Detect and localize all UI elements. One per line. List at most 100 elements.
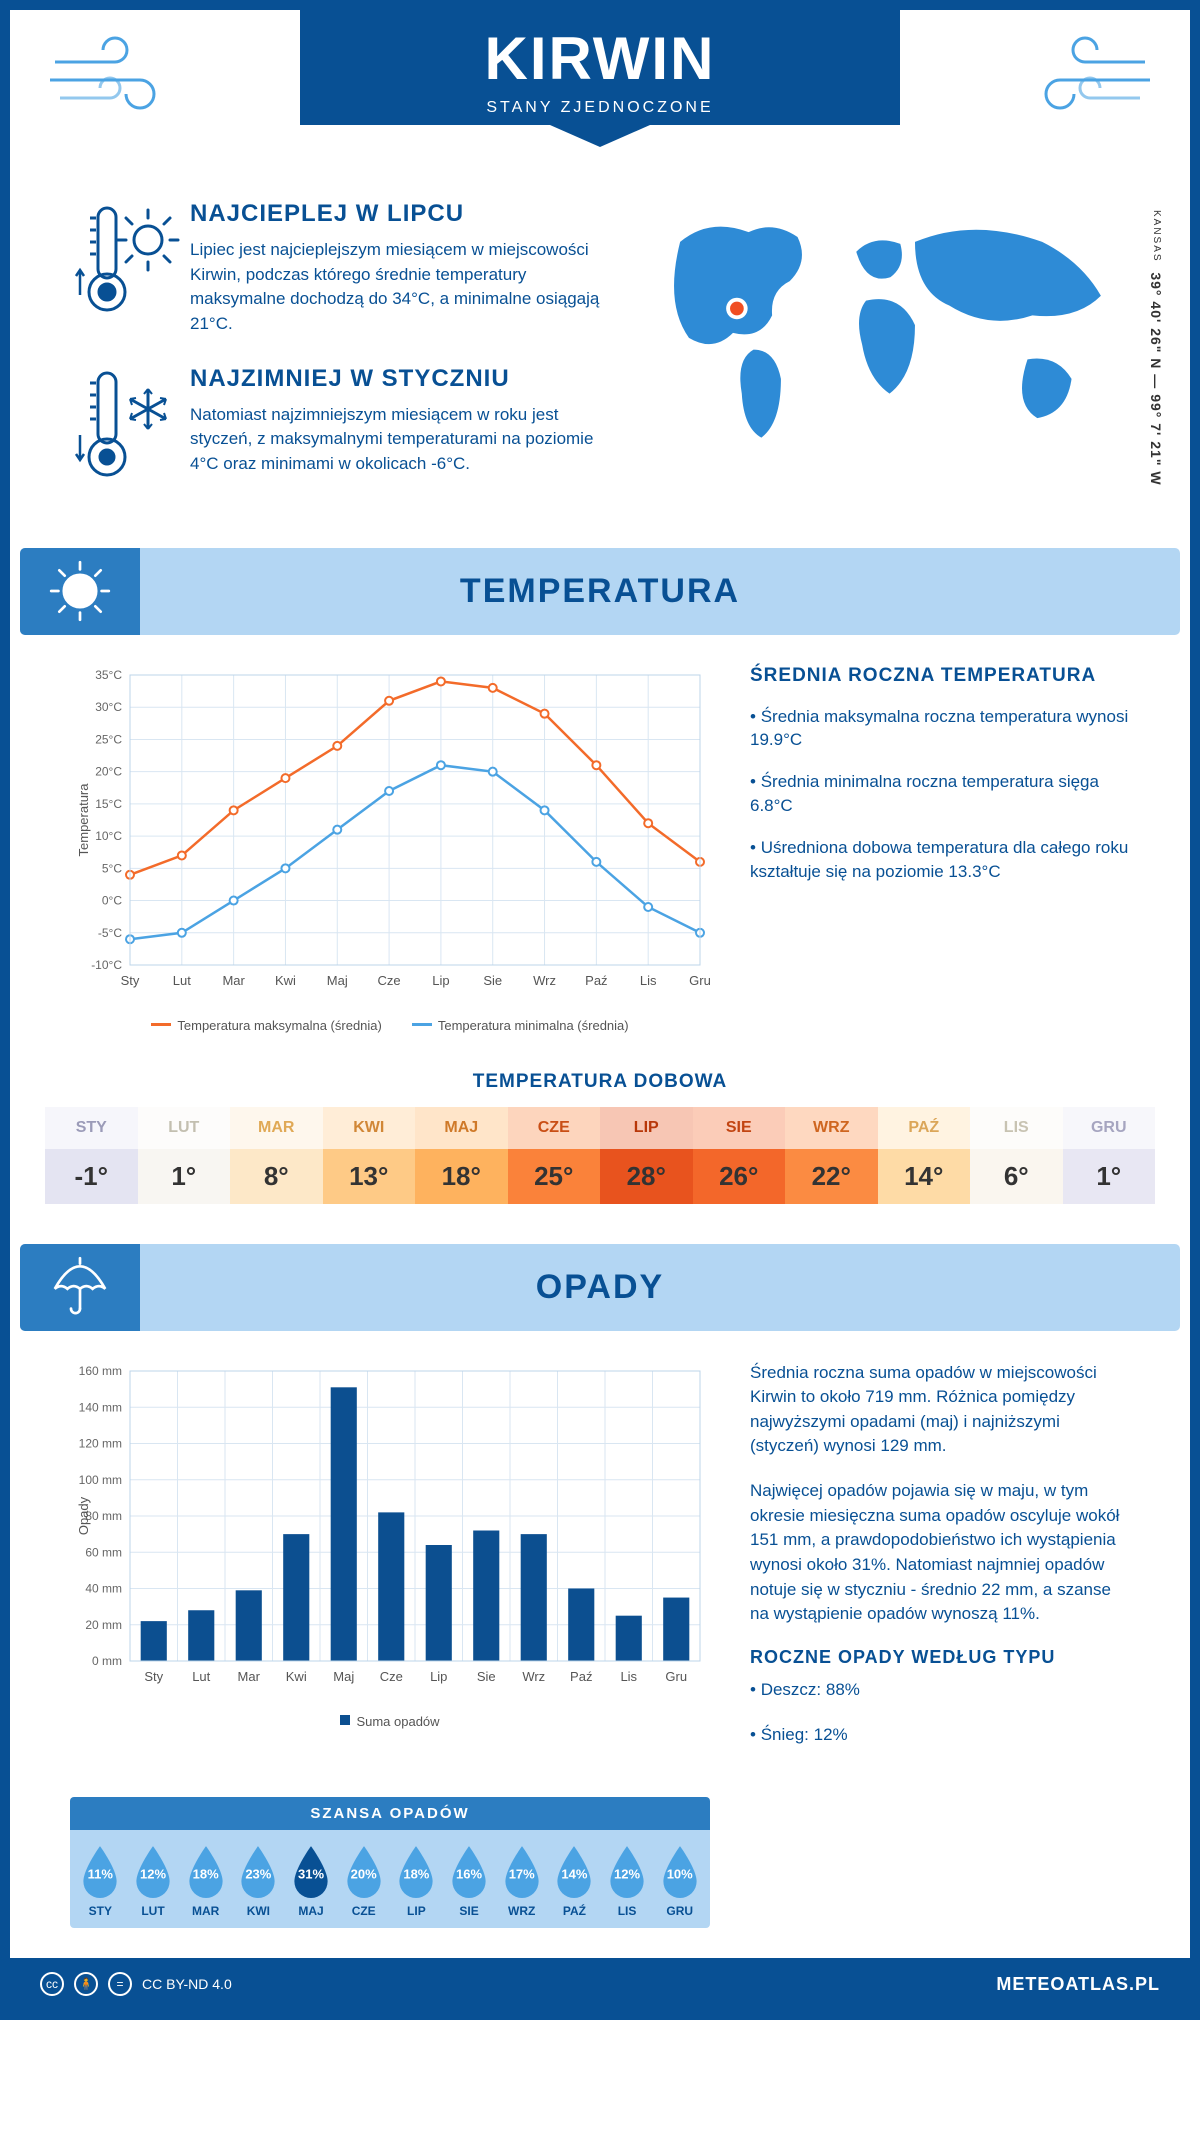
svg-text:Kwi: Kwi [286,1669,307,1684]
page: KIRWIN STANY ZJEDNOCZONE NAJCIEPLEJ W LI… [0,0,1200,2020]
daily-temp-title: TEMPERATURA DOBOWA [10,1071,1190,1093]
coldest-text: Natomiast najzimniejszym miesiącem w rok… [190,403,611,477]
brand: METEOATLAS.PL [996,1974,1160,1995]
raindrop-icon: 12% [606,1844,648,1898]
chance-cell: 10% GRU [653,1840,706,1918]
license: cc 🧍 = CC BY-ND 4.0 [40,1972,232,1996]
chance-cell: 31% MAJ [285,1840,338,1918]
svg-text:Lut: Lut [173,973,191,988]
chance-cell: 20% CZE [337,1840,390,1918]
heat-cell: MAJ 18° [415,1107,508,1204]
svg-text:Lip: Lip [430,1669,447,1684]
svg-text:120 mm: 120 mm [79,1436,122,1450]
title-ribbon: KIRWIN STANY ZJEDNOCZONE [300,10,900,125]
chance-cell: 14% PAŹ [548,1840,601,1918]
heat-cell: WRZ 22° [785,1107,878,1204]
hottest-text: Lipiec jest najcieplejszym miesiącem w m… [190,238,611,337]
coordinates: KANSAS 39° 40' 26" N — 99° 7' 21" W [1148,210,1164,486]
heat-cell: LUT 1° [138,1107,231,1204]
svg-text:-10°C: -10°C [91,958,122,972]
coldest-block: NAJZIMNIEJ W STYCZNIU Natomiast najzimni… [70,365,611,490]
raindrop-icon: 14% [553,1844,595,1898]
chance-cell: 12% LUT [127,1840,180,1918]
svg-text:Cze: Cze [378,973,401,988]
heat-cell: LIP 28° [600,1107,693,1204]
heat-cell: STY -1° [45,1107,138,1204]
heat-cell: GRU 1° [1063,1107,1156,1204]
raindrop-icon: 20% [343,1844,385,1898]
svg-text:Mar: Mar [222,973,245,988]
chance-cell: 11% STY [74,1840,127,1918]
svg-text:Mar: Mar [238,1669,261,1684]
svg-text:10°C: 10°C [95,829,122,843]
chance-cell: 12% LIS [601,1840,654,1918]
temperature-line-chart: -10°C-5°C0°C5°C10°C15°C20°C25°C30°C35°CS… [70,665,710,1033]
heat-cell: CZE 25° [508,1107,601,1204]
svg-text:100 mm: 100 mm [79,1472,122,1486]
raindrop-icon: 16% [448,1844,490,1898]
svg-text:20°C: 20°C [95,764,122,778]
temperature-summary: ŚREDNIA ROCZNA TEMPERATURA • Średnia mak… [710,665,1130,1033]
section-header-precip: OPADY [20,1244,1180,1331]
svg-text:Cze: Cze [380,1669,403,1684]
raindrop-icon: 23% [237,1844,279,1898]
svg-text:Maj: Maj [333,1669,354,1684]
svg-text:Lip: Lip [432,973,449,988]
svg-text:30°C: 30°C [95,700,122,714]
city-name: KIRWIN [300,24,900,93]
precip-para: Średnia roczna suma opadów w miejscowośc… [750,1361,1130,1460]
chance-cell: 18% MAR [179,1840,232,1918]
heat-cell: PAŹ 14° [878,1107,971,1204]
footer: cc 🧍 = CC BY-ND 4.0 METEOATLAS.PL [10,1958,1190,2010]
cc-icon: cc [40,1972,64,1996]
legend-min: Temperatura minimalna (średnia) [412,1018,629,1033]
summary-bullet: • Średnia minimalna roczna temperatura s… [750,770,1130,818]
heat-cell: LIS 6° [970,1107,1063,1204]
svg-text:Gru: Gru [665,1669,687,1684]
legend-max: Temperatura maksymalna (średnia) [151,1018,381,1033]
summary-bullet: • Uśredniona dobowa temperatura dla całe… [750,836,1130,884]
precip-chance-panel: SZANSA OPADÓW 11% STY 12% LUT 18% MAR 23… [70,1797,710,1928]
svg-text:Lis: Lis [640,973,657,988]
chance-cell: 23% KWI [232,1840,285,1918]
thermometer-snow-icon [70,365,190,490]
chance-cell: 17% WRZ [495,1840,548,1918]
overview-row: NAJCIEPLEJ W LIPCU Lipiec jest najcieple… [10,190,1190,548]
raindrop-icon: 10% [659,1844,701,1898]
by-icon: 🧍 [74,1972,98,1996]
svg-text:Sie: Sie [483,973,502,988]
chance-cell: 16% SIE [443,1840,496,1918]
svg-text:Gru: Gru [689,973,710,988]
svg-text:20 mm: 20 mm [85,1617,122,1631]
wind-icon [50,32,190,127]
thermometer-sun-icon [70,200,190,337]
raindrop-icon: 17% [501,1844,543,1898]
country-name: STANY ZJEDNOCZONE [300,99,900,117]
precip-summary: Średnia roczna suma opadów w miejscowośc… [710,1361,1130,1768]
svg-text:Maj: Maj [327,973,348,988]
precip-para: Najwięcej opadów pojawia się w maju, w t… [750,1479,1130,1627]
nd-icon: = [108,1972,132,1996]
precip-type-bullet: • Śnieg: 12% [750,1723,1130,1748]
svg-text:Sty: Sty [121,973,140,988]
svg-text:140 mm: 140 mm [79,1400,122,1414]
svg-text:Opady: Opady [76,1496,91,1535]
svg-text:Paź: Paź [585,973,607,988]
wind-icon [1010,32,1150,127]
daily-temp-heatmap: STY -1° LUT 1° MAR 8° KWI 13° MAJ 18° CZ… [45,1107,1155,1204]
svg-text:0°C: 0°C [102,893,122,907]
precip-type-title: ROCZNE OPADY WEDŁUG TYPU [750,1647,1130,1668]
world-map: KANSAS 39° 40' 26" N — 99° 7' 21" W [641,200,1130,518]
umbrella-icon [20,1244,140,1331]
svg-text:Wrz: Wrz [533,973,556,988]
svg-text:Wrz: Wrz [522,1669,545,1684]
svg-text:15°C: 15°C [95,796,122,810]
raindrop-icon: 18% [395,1844,437,1898]
svg-text:Kwi: Kwi [275,973,296,988]
hottest-title: NAJCIEPLEJ W LIPCU [190,200,611,228]
raindrop-icon: 31% [290,1844,332,1898]
coldest-title: NAJZIMNIEJ W STYCZNIU [190,365,611,393]
svg-text:25°C: 25°C [95,732,122,746]
heat-cell: KWI 13° [323,1107,416,1204]
raindrop-icon: 18% [185,1844,227,1898]
